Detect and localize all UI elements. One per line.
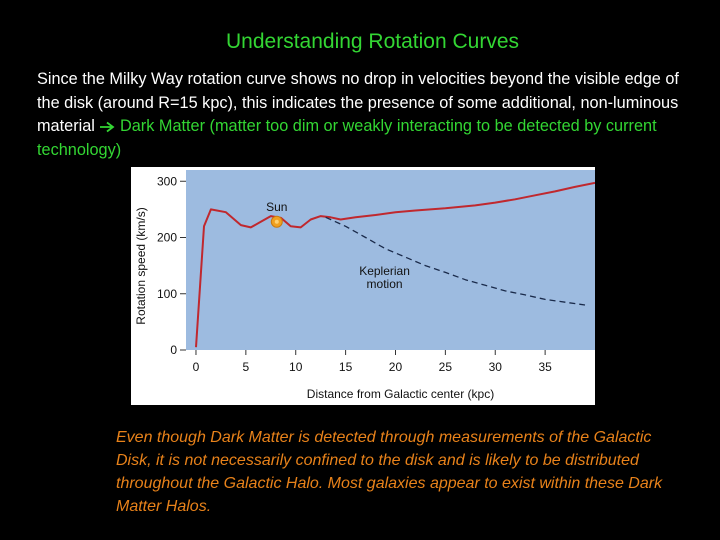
keplerian-curve (325, 216, 586, 306)
x-tick-label: 30 (489, 360, 503, 374)
x-tick-label: 0 (193, 360, 200, 374)
x-tick-label: 25 (439, 360, 453, 374)
right-arrow-icon (100, 121, 115, 132)
rotation-curve-chart: 0 100 200 300 0 5 10 15 20 25 30 35 Distance from Ga… (131, 167, 595, 405)
y-tick-label: 0 (170, 343, 177, 357)
intro-paragraph: Since the Milky Way rotation curve shows… (37, 68, 687, 162)
dark-matter-highlight: Dark Matter (matter too dim or weakly in… (37, 117, 657, 159)
x-tick-label: 35 (538, 360, 552, 374)
rotation-curve (195, 181, 595, 348)
sun-marker-core (274, 219, 279, 224)
intro-text: Since the Milky Way rotation curve shows… (37, 70, 679, 135)
y-tick-label: 300 (157, 174, 177, 188)
x-tick-label: 10 (289, 360, 303, 374)
y-tick-label: 100 (157, 287, 177, 301)
plot-area (186, 170, 595, 350)
keplerian-label: motion (367, 277, 403, 291)
y-axis-label: Rotation speed (km/s) (134, 207, 148, 324)
y-tick-label: 200 (157, 231, 177, 245)
x-axis-label: Distance from Galactic center (kpc) (307, 387, 494, 401)
x-tick-label: 5 (243, 360, 250, 374)
x-tick-label: 20 (389, 360, 403, 374)
dark-matter-caption: Even though Dark Matter is detected thro… (116, 429, 663, 515)
slide-title: Understanding Rotation Curves (226, 30, 519, 53)
x-tick-label: 15 (339, 360, 353, 374)
sun-label: Sun (266, 200, 287, 214)
keplerian-label: Keplerian (359, 264, 410, 278)
